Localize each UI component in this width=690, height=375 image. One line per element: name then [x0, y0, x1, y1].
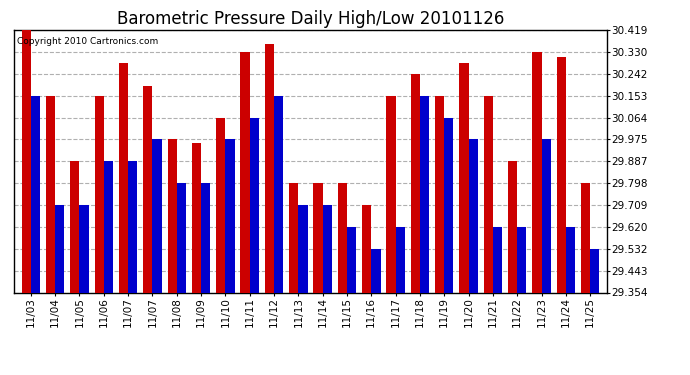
Bar [469, 140, 477, 292]
Bar [508, 161, 518, 292]
Bar [444, 117, 453, 292]
Bar [177, 183, 186, 292]
Bar [411, 74, 420, 292]
Bar [226, 140, 235, 292]
Bar [590, 249, 600, 292]
Bar [250, 117, 259, 292]
Bar [323, 205, 332, 292]
Bar [518, 227, 526, 292]
Bar [542, 140, 551, 292]
Bar [79, 205, 89, 292]
Bar [371, 249, 381, 292]
Bar [460, 63, 469, 292]
Bar [21, 30, 31, 292]
Bar [347, 227, 356, 292]
Bar [104, 161, 113, 292]
Bar [265, 44, 274, 292]
Bar [395, 227, 405, 292]
Bar [557, 57, 566, 292]
Bar [70, 161, 79, 292]
Bar [532, 52, 542, 292]
Bar [298, 205, 308, 292]
Bar [289, 183, 298, 292]
Bar [46, 96, 55, 292]
Title: Barometric Pressure Daily High/Low 20101126: Barometric Pressure Daily High/Low 20101… [117, 10, 504, 28]
Bar [144, 87, 152, 292]
Bar [128, 161, 137, 292]
Bar [313, 183, 323, 292]
Bar [362, 205, 371, 292]
Bar [274, 96, 284, 292]
Bar [192, 143, 201, 292]
Bar [31, 96, 40, 292]
Bar [386, 96, 395, 292]
Text: Copyright 2010 Cartronics.com: Copyright 2010 Cartronics.com [17, 37, 158, 46]
Bar [566, 227, 575, 292]
Bar [152, 140, 161, 292]
Bar [337, 183, 347, 292]
Bar [240, 52, 250, 292]
Bar [493, 227, 502, 292]
Bar [119, 63, 128, 292]
Bar [95, 96, 103, 292]
Bar [55, 205, 64, 292]
Bar [216, 117, 226, 292]
Bar [420, 96, 429, 292]
Bar [435, 96, 444, 292]
Bar [168, 140, 177, 292]
Bar [484, 96, 493, 292]
Bar [581, 183, 590, 292]
Bar [201, 183, 210, 292]
